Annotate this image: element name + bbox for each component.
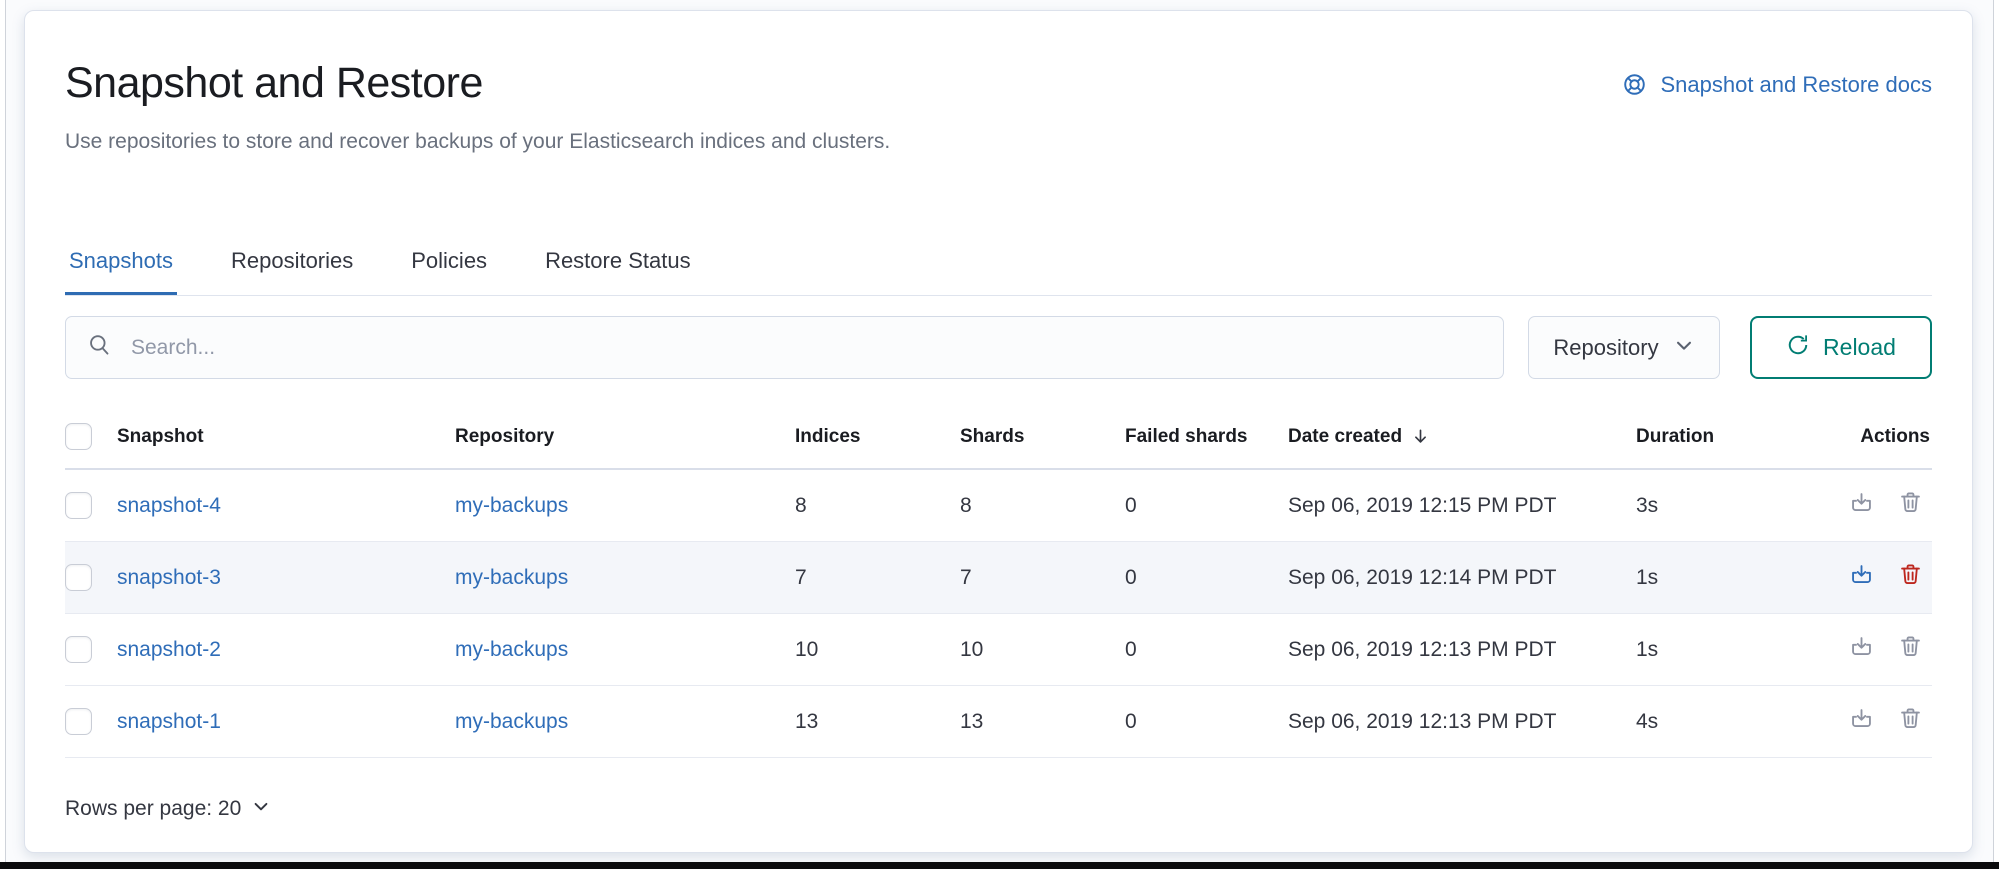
duration-cell: 4s	[1636, 685, 1836, 758]
docs-link-label: Snapshot and Restore docs	[1660, 71, 1932, 97]
rows-per-page-label: Rows per page: 20	[65, 797, 242, 820]
search-input[interactable]	[131, 335, 1483, 360]
column-header-date-created[interactable]: Date created	[1288, 426, 1431, 448]
column-header-repository[interactable]: Repository	[455, 425, 555, 447]
page-title: Snapshot and Restore	[65, 59, 483, 107]
shards-cell: 7	[960, 541, 1125, 614]
duration-cell: 3s	[1636, 469, 1836, 542]
duration-cell: 1s	[1636, 541, 1836, 614]
snapshot-link[interactable]: snapshot-2	[117, 637, 221, 661]
snapshot-link[interactable]: snapshot-3	[117, 565, 221, 589]
shards-cell: 13	[960, 685, 1125, 758]
row-checkbox[interactable]	[65, 636, 92, 663]
page-description: Use repositories to store and recover ba…	[65, 130, 891, 153]
indices-cell: 7	[795, 541, 960, 614]
repository-filter-label: Repository	[1553, 334, 1659, 360]
refresh-icon	[1786, 333, 1810, 363]
column-header-failed-shards[interactable]: Failed shards	[1125, 425, 1248, 447]
restore-snapshot-icon[interactable]	[1848, 705, 1875, 732]
snapshots-table: Snapshot Repository Indices Shards Faile…	[65, 407, 1932, 758]
column-header-snapshot[interactable]: Snapshot	[117, 425, 204, 447]
delete-snapshot-icon[interactable]	[1897, 705, 1924, 732]
row-checkbox[interactable]	[65, 492, 92, 519]
toolbar: Repository Reload	[65, 316, 1932, 379]
repository-link[interactable]: my-backups	[455, 709, 569, 733]
reload-button-label: Reload	[1823, 334, 1896, 360]
table-row: snapshot-1 my-backups 13 13 0 Sep 06, 20…	[65, 685, 1932, 758]
tab-bar: Snapshots Repositories Policies Restore …	[65, 247, 1932, 296]
failed-shards-cell: 0	[1125, 469, 1288, 542]
repository-link[interactable]: my-backups	[455, 565, 569, 589]
docs-link[interactable]: Snapshot and Restore docs	[1621, 71, 1932, 98]
indices-cell: 13	[795, 685, 960, 758]
tab-snapshots[interactable]: Snapshots	[65, 247, 177, 295]
sort-descending-icon	[1410, 426, 1431, 447]
failed-shards-cell: 0	[1125, 613, 1288, 686]
indices-cell: 8	[795, 469, 960, 542]
restore-snapshot-icon[interactable]	[1848, 633, 1875, 660]
restore-snapshot-icon[interactable]	[1848, 561, 1875, 588]
snapshot-restore-panel: Snapshot and Restore Snapshot and Restor…	[24, 10, 1973, 853]
table-row: snapshot-2 my-backups 10 10 0 Sep 06, 20…	[65, 613, 1932, 686]
rows-per-page-button[interactable]: Rows per page: 20	[65, 796, 271, 822]
reload-button[interactable]: Reload	[1750, 316, 1932, 379]
tab-restore-status[interactable]: Restore Status	[545, 248, 691, 273]
failed-shards-cell: 0	[1125, 541, 1288, 614]
repository-link[interactable]: my-backups	[455, 637, 569, 661]
repository-link[interactable]: my-backups	[455, 493, 569, 517]
tab-repositories[interactable]: Repositories	[230, 248, 354, 273]
date-created-cell: Sep 06, 2019 12:15 PM PDT	[1288, 469, 1636, 542]
window-bottom-edge	[0, 862, 1999, 869]
restore-snapshot-icon[interactable]	[1848, 489, 1875, 516]
date-created-cell: Sep 06, 2019 12:14 PM PDT	[1288, 541, 1636, 614]
column-header-indices[interactable]: Indices	[795, 425, 861, 447]
column-header-shards[interactable]: Shards	[960, 425, 1025, 447]
help-ring-icon	[1621, 71, 1648, 98]
date-created-cell: Sep 06, 2019 12:13 PM PDT	[1288, 685, 1636, 758]
snapshot-link[interactable]: snapshot-1	[117, 709, 221, 733]
table-row: snapshot-4 my-backups 8 8 0 Sep 06, 2019…	[65, 469, 1932, 542]
row-checkbox[interactable]	[65, 564, 92, 591]
tab-policies[interactable]: Policies	[411, 248, 488, 273]
search-icon	[86, 332, 113, 364]
chevron-down-icon	[251, 796, 271, 822]
repository-filter-button[interactable]: Repository	[1528, 316, 1720, 379]
date-created-cell: Sep 06, 2019 12:13 PM PDT	[1288, 613, 1636, 686]
shards-cell: 10	[960, 613, 1125, 686]
select-all-checkbox[interactable]	[65, 423, 92, 450]
delete-snapshot-icon[interactable]	[1897, 561, 1924, 588]
duration-cell: 1s	[1636, 613, 1836, 686]
indices-cell: 10	[795, 613, 960, 686]
row-checkbox[interactable]	[65, 708, 92, 735]
chevron-down-icon	[1673, 334, 1695, 362]
table-header-row: Snapshot Repository Indices Shards Faile…	[65, 407, 1932, 470]
column-header-actions: Actions	[1836, 407, 1932, 470]
snapshot-link[interactable]: snapshot-4	[117, 493, 221, 517]
column-header-duration[interactable]: Duration	[1636, 425, 1715, 447]
page-header: Snapshot and Restore Snapshot and Restor…	[65, 57, 1932, 109]
table-row: snapshot-3 my-backups 7 7 0 Sep 06, 2019…	[65, 541, 1932, 614]
shards-cell: 8	[960, 469, 1125, 542]
failed-shards-cell: 0	[1125, 685, 1288, 758]
search-box	[65, 316, 1504, 379]
delete-snapshot-icon[interactable]	[1897, 489, 1924, 516]
delete-snapshot-icon[interactable]	[1897, 633, 1924, 660]
